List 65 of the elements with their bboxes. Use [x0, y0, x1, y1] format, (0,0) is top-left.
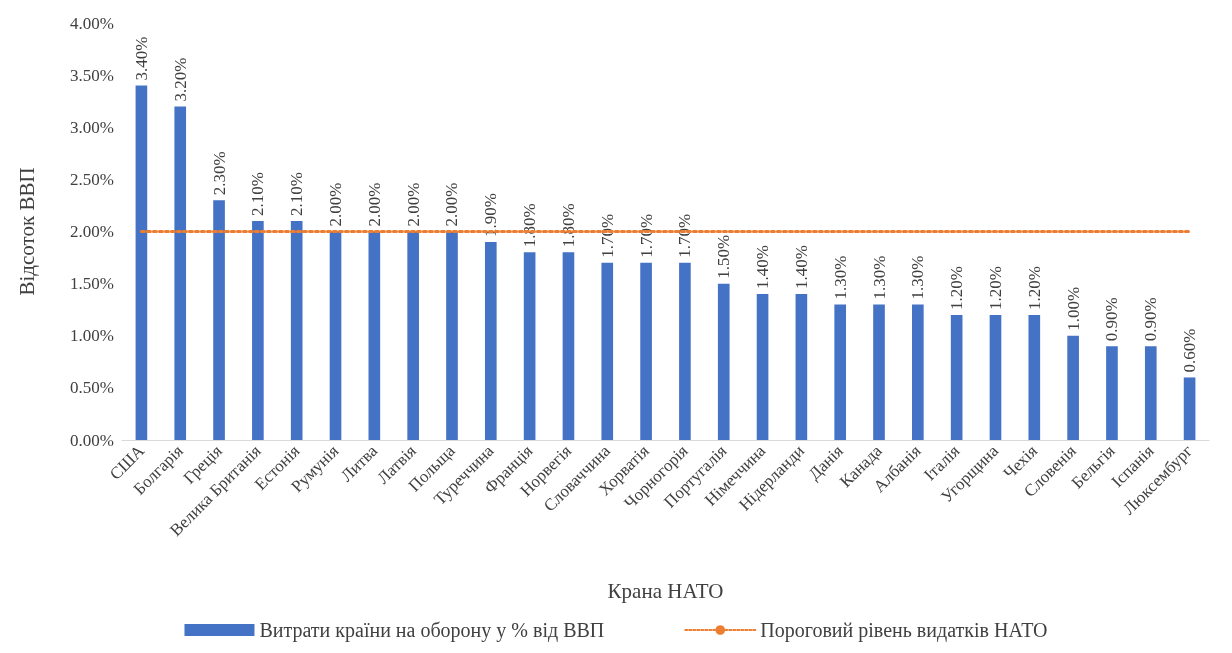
bar	[834, 304, 847, 440]
y-tick-label: 3.50%	[70, 65, 114, 85]
bar	[912, 304, 924, 440]
bar	[523, 252, 536, 440]
bar	[795, 294, 808, 440]
data-label: 1.40%	[753, 245, 773, 290]
data-label: 1.70%	[675, 213, 695, 258]
data-label: 2.00%	[364, 182, 384, 227]
data-label: 2.10%	[248, 172, 268, 217]
legend-label: Витрати країни на оборону у % від ВВП	[259, 619, 605, 642]
data-label: 0.60%	[1180, 328, 1200, 373]
bar	[213, 200, 225, 440]
bar	[601, 262, 614, 440]
data-label: 1.30%	[869, 255, 889, 300]
bar	[329, 231, 342, 440]
y-tick-label: 0.00%	[70, 430, 114, 450]
data-label: 1.40%	[791, 245, 811, 290]
y-tick-label: 2.00%	[70, 222, 114, 241]
data-label: 0.90%	[1102, 297, 1122, 342]
bar	[290, 221, 303, 440]
y-tick-label: 1.00%	[70, 326, 114, 346]
data-label: 1.70%	[636, 213, 656, 258]
bar	[873, 304, 885, 440]
bar	[446, 231, 458, 440]
bar	[950, 314, 963, 440]
legend-label: Пороговий рівень видатків НАТО	[760, 619, 1048, 642]
data-label: 2.00%	[403, 182, 423, 227]
data-label: 0.90%	[1141, 297, 1161, 342]
data-label: 1.20%	[985, 265, 1005, 310]
data-label: 2.00%	[326, 182, 346, 227]
y-tick-label: 3.00%	[70, 117, 114, 137]
bar	[368, 231, 381, 440]
bar	[252, 221, 264, 440]
data-label: 2.00%	[442, 182, 462, 227]
bar	[1106, 346, 1118, 440]
data-label: 3.20%	[170, 57, 190, 102]
data-label: 1.00%	[1063, 286, 1083, 331]
bar	[1028, 314, 1041, 440]
data-label: 2.30%	[209, 151, 229, 196]
data-label: 1.30%	[830, 255, 850, 300]
data-label: 1.20%	[1024, 265, 1044, 310]
y-tick-label: 0.50%	[70, 378, 114, 398]
bar	[640, 262, 652, 440]
bar	[717, 283, 730, 440]
bar	[1144, 346, 1157, 440]
bar	[484, 241, 497, 440]
bar	[756, 294, 769, 440]
bar	[679, 262, 691, 440]
data-label: 3.40%	[131, 36, 151, 81]
bar	[174, 106, 187, 440]
bar	[407, 231, 419, 440]
x-axis-title: Крана НАТО	[607, 578, 724, 603]
data-label: 2.10%	[287, 172, 307, 217]
bar	[1067, 335, 1079, 440]
bar	[135, 85, 148, 440]
bar	[989, 314, 1002, 440]
bar	[562, 252, 575, 440]
y-tick-label: 1.50%	[70, 274, 114, 294]
data-label: 1.20%	[947, 265, 967, 310]
y-tick-label: 2.50%	[70, 169, 114, 189]
data-label: 1.30%	[908, 255, 928, 300]
data-label: 1.50%	[714, 234, 734, 279]
y-tick-label: 4.00%	[70, 13, 114, 33]
y-axis-title: Відсоток ВВП	[14, 167, 39, 296]
bar	[1183, 377, 1196, 440]
